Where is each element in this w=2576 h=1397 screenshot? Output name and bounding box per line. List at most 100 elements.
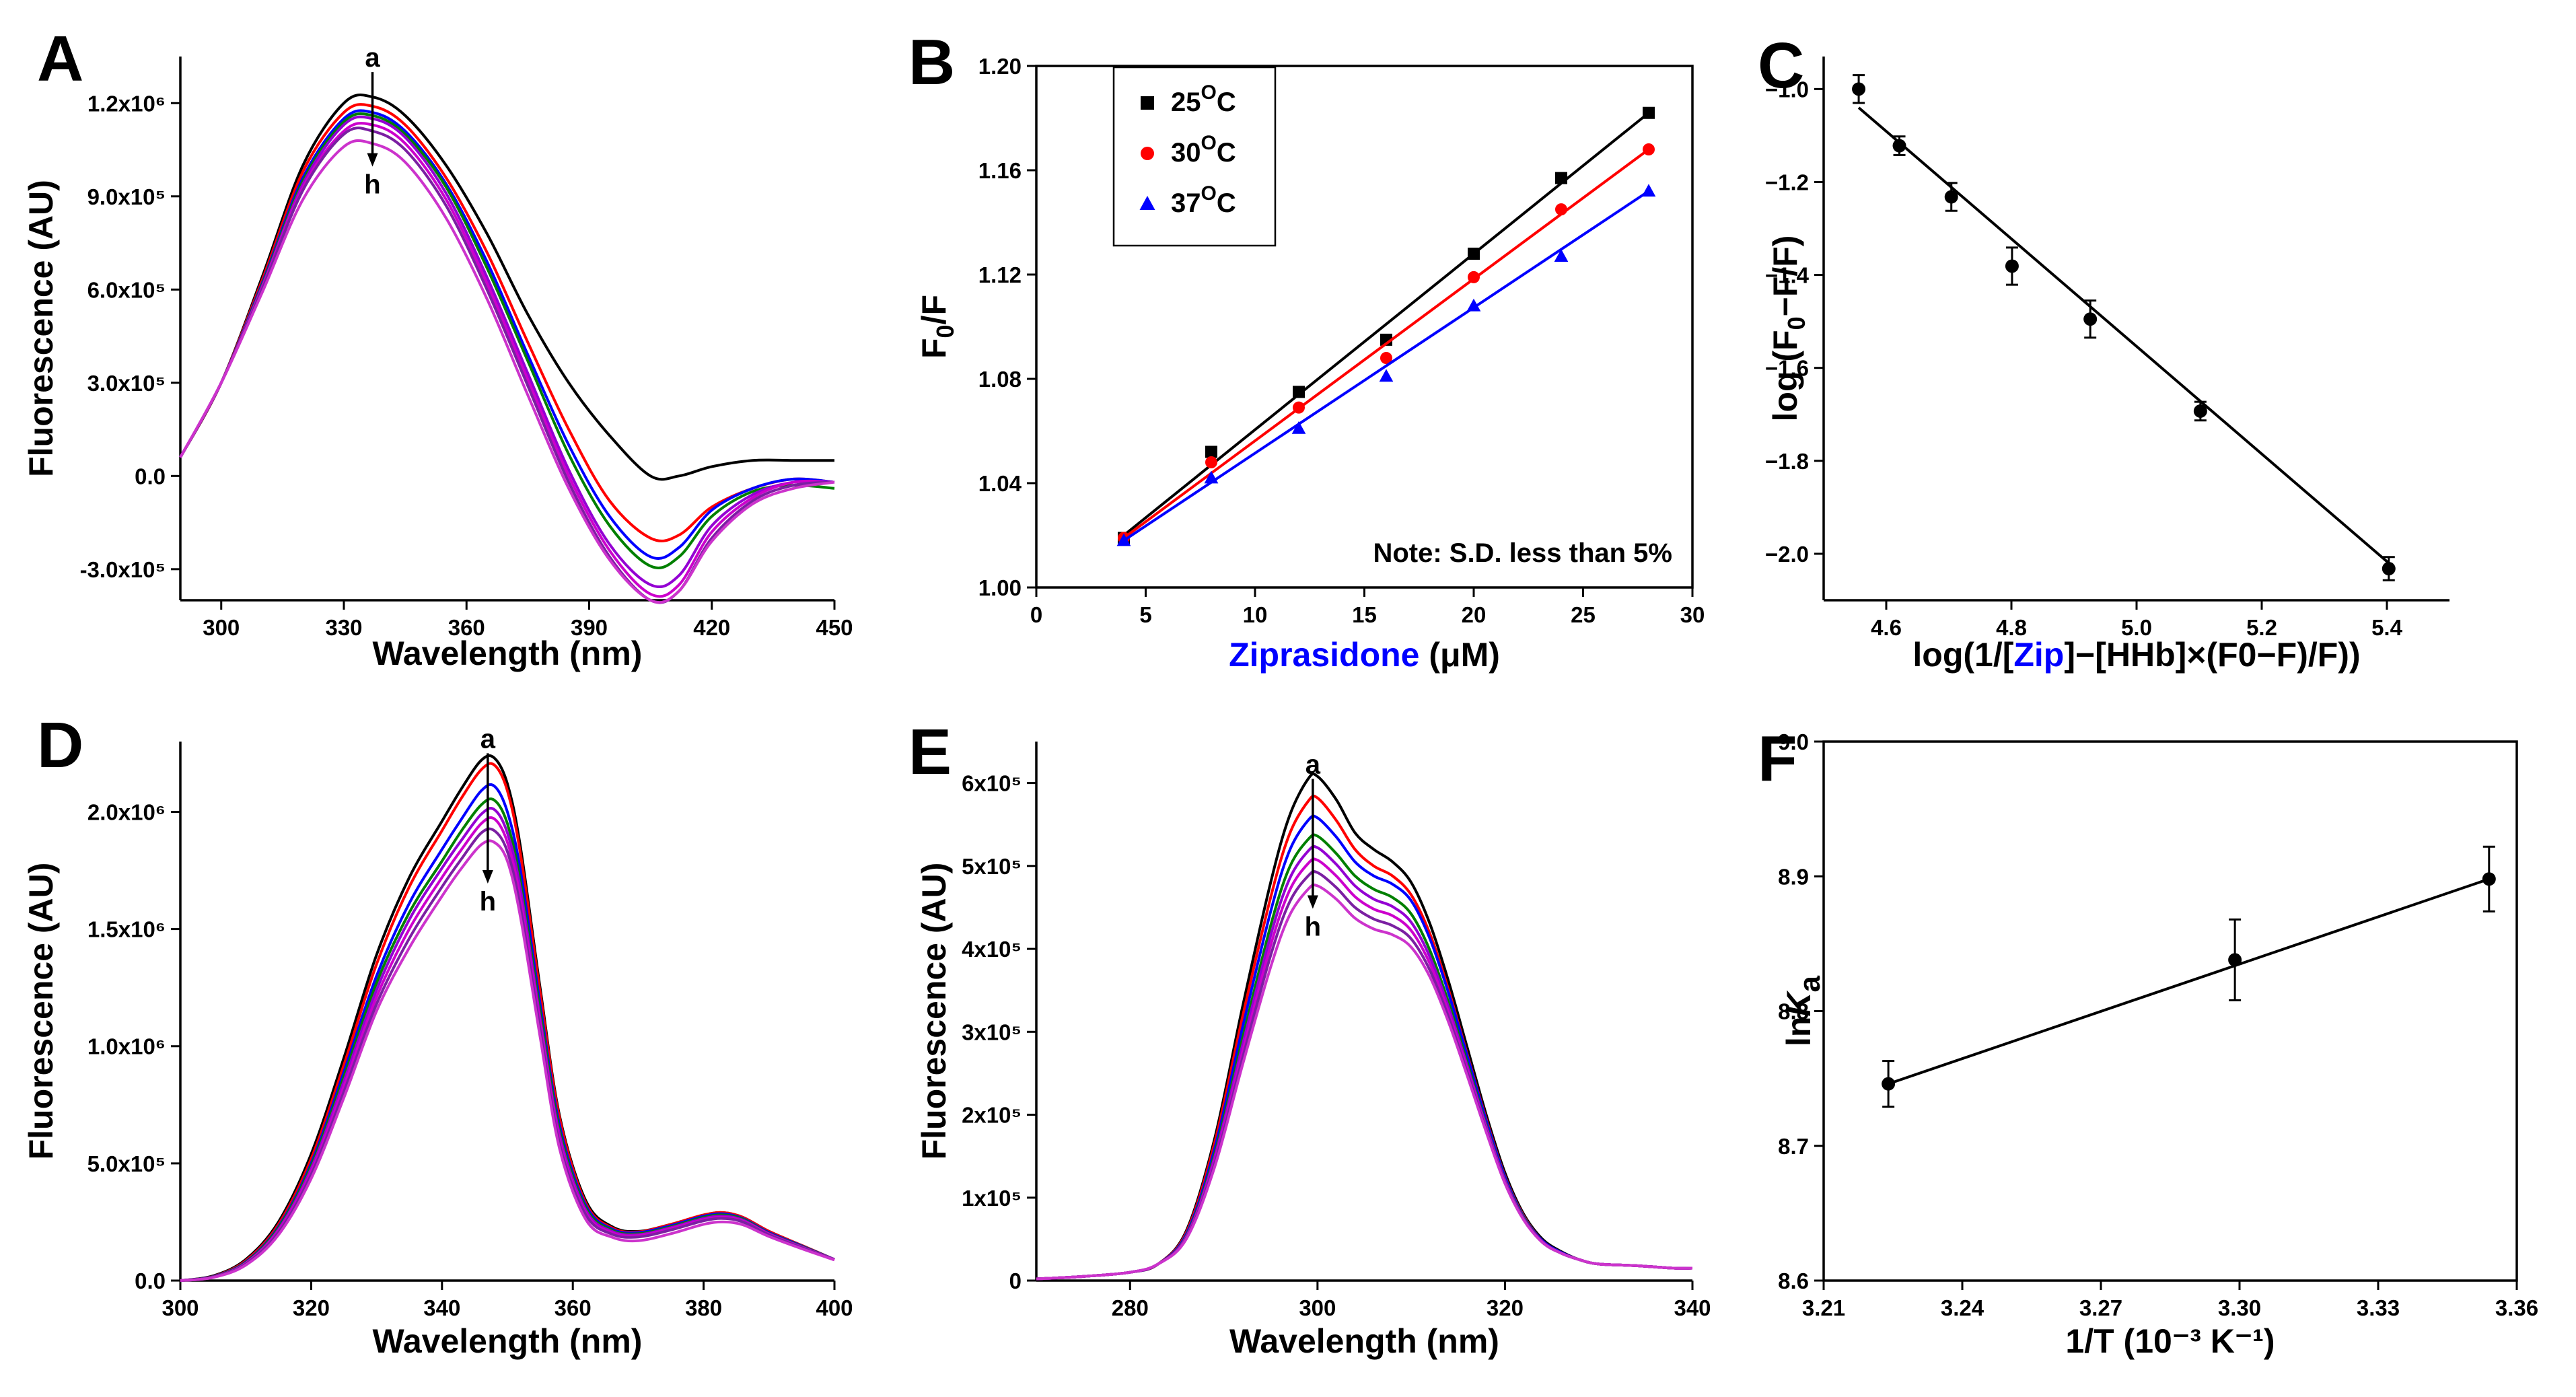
x-tick-label: 15 [1352, 602, 1377, 627]
x-title-unit: (μM) [1419, 636, 1499, 674]
data-point [1852, 82, 1866, 96]
x-tick-label: 320 [293, 1295, 330, 1320]
panel-b: 0 5 10 15 20 25 301.001.041.081.121.161.20BF0/… [908, 26, 1705, 674]
x-tick-label: 4.6 [1871, 615, 1902, 640]
y-tick-label: 8.9 [1778, 864, 1809, 889]
y-tick-label: 0 [1009, 1268, 1022, 1293]
series-line-h [180, 839, 835, 1282]
y-tick-label: 5x10⁵ [962, 854, 1022, 879]
x-tick-label: 390 [571, 615, 608, 640]
x-tick-label: 4.8 [1996, 615, 2027, 640]
data-point-37 [1466, 298, 1481, 312]
y-title-part: −F/F) [1766, 236, 1804, 317]
data-point-30 [1643, 143, 1655, 155]
y-tick-label: 2x10⁵ [962, 1103, 1022, 1128]
x-tick-label: 3.27 [2079, 1295, 2122, 1320]
x-tick-label: 340 [1674, 1295, 1711, 1320]
arrow-head [1307, 895, 1318, 909]
x-title-drug: Zip [2013, 636, 2064, 674]
y-axis-title: lnKa [1780, 975, 1826, 1046]
y-title-part: log (F [1766, 330, 1804, 421]
y-tick-label: 9.0x10⁵ [87, 184, 166, 209]
y-tick-label: −1.8 [1765, 449, 1809, 474]
data-point-25 [1643, 106, 1655, 119]
y-tick-label: 8.6 [1778, 1268, 1809, 1293]
x-tick-label: 0 [1030, 602, 1042, 627]
legend-degree: O [1201, 132, 1217, 154]
legend-degree: O [1201, 81, 1217, 104]
y-axis-title: Fluorescence (AU) [915, 863, 953, 1160]
data-point-30 [1205, 456, 1217, 468]
data-point-37 [1116, 533, 1131, 546]
data-point [1944, 190, 1958, 204]
legend-label: 25OC [1171, 81, 1236, 117]
y-title-part: F [915, 338, 953, 359]
y-tick-label: 3x10⁵ [962, 1019, 1022, 1044]
y-tick-label: 1.08 [978, 367, 1022, 392]
y-tick-label: 1.0x10⁶ [87, 1034, 166, 1059]
x-tick-label: 420 [693, 615, 730, 640]
data-point-37 [1291, 421, 1306, 434]
x-tick-label: 3.30 [2218, 1295, 2261, 1320]
x-axis-title: log(1/[Zip]−[HHb]×(F0−F)/F)) [1912, 636, 2360, 674]
y-tick-label: −1.4 [1765, 263, 1810, 288]
series-line-b [179, 103, 835, 542]
y-tick-label: 0.0 [135, 1268, 166, 1293]
y-tick-label: 6.0x10⁵ [87, 277, 166, 302]
y-tick-label: 1.04 [978, 471, 1022, 496]
panel-label: A [37, 23, 83, 95]
y-tick-label: 0.0 [135, 464, 166, 489]
data-point [2228, 953, 2242, 967]
y-axis-title: Fluorescence (AU) [22, 180, 60, 477]
x-tick-label: 380 [685, 1295, 722, 1320]
legend-label: 30OC [1171, 132, 1236, 168]
x-tick-label: 3.24 [1941, 1295, 1984, 1320]
y-tick-label: 1.5x10⁶ [87, 917, 166, 942]
legend-marker-30 [1141, 147, 1154, 160]
data-point-30 [1468, 271, 1480, 283]
arrow-head [367, 153, 378, 167]
legend-unit: C [1217, 87, 1236, 117]
x-tick-label: 300 [162, 1295, 199, 1320]
arrow-end-label: h [1305, 912, 1321, 941]
x-tick-label: 320 [1487, 1295, 1524, 1320]
x-tick-label: 450 [816, 615, 853, 640]
panel-label: C [1758, 30, 1804, 102]
legend-temp: 37 [1171, 188, 1201, 218]
y-tick-label: 6x10⁵ [962, 771, 1022, 796]
legend-degree: O [1201, 182, 1217, 205]
y-tick-label: 1.20 [978, 54, 1022, 79]
x-tick-label: 20 [1462, 602, 1487, 627]
y-title-sub: a [1793, 975, 1826, 992]
y-tick-label: −2.0 [1765, 542, 1809, 567]
y-tick-label: −1.2 [1765, 170, 1809, 194]
panel-d: 300 320 340 360 380 400 0.0 5.0x10⁵ 1.0x10⁶ 1.5x1… [22, 709, 853, 1360]
legend-unit: C [1217, 188, 1236, 218]
x-axis-title: Wavelength (nm) [373, 1322, 643, 1360]
data-point [2083, 312, 2098, 326]
y-title-italic: K [1780, 990, 1818, 1017]
y-axis-title: log (F0−F/F) [1766, 236, 1810, 422]
data-point-37 [1554, 249, 1569, 262]
x-tick-label: 300 [1299, 1295, 1336, 1320]
data-point-25 [1205, 445, 1217, 458]
y-axis-title: Fluorescence (AU) [22, 863, 60, 1160]
y-tick-label: −1.6 [1765, 356, 1809, 381]
data-point-37 [1379, 369, 1394, 382]
legend-marker-25 [1141, 96, 1154, 110]
panel-a: 300 330 360 390 420 450 -3.0x10⁵ 0.0 3.0x10⁵ 6.0x… [22, 23, 853, 672]
panel-f: 3.21 3.24 3.27 3.30 3.33 3.36 8.6 8.7 8.8 8.9 9.0F… [1758, 723, 2538, 1360]
y-tick-label: 2.0x10⁶ [87, 799, 166, 824]
x-tick-label: 5.0 [2121, 615, 2152, 640]
note-text: Note: S.D. less than 5% [1373, 538, 1672, 568]
y-tick-label: 1x10⁵ [962, 1186, 1022, 1211]
legend-temp: 30 [1171, 138, 1201, 168]
series-line-h [179, 139, 835, 604]
panel-label: F [1758, 723, 1797, 795]
y-tick-label: 8.7 [1778, 1134, 1809, 1159]
y-title-sub: 0 [1783, 316, 1810, 330]
y-tick-label: 9.0 [1778, 729, 1809, 754]
data-point [2382, 562, 2396, 576]
